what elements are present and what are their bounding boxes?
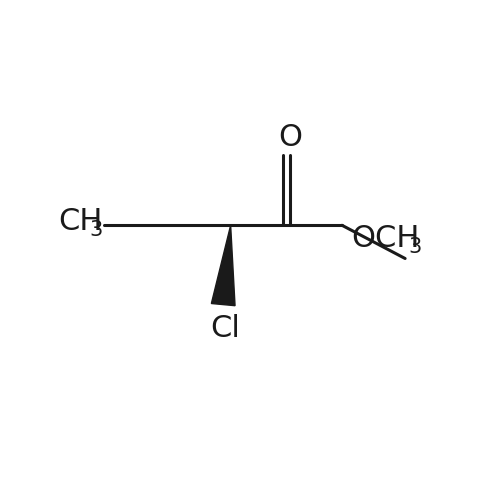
Polygon shape <box>211 225 235 306</box>
Text: OCH: OCH <box>351 224 420 253</box>
Text: 3: 3 <box>409 237 422 257</box>
Text: CH: CH <box>58 207 103 236</box>
Text: O: O <box>278 123 302 151</box>
Text: 3: 3 <box>89 220 103 240</box>
Text: Cl: Cl <box>210 314 240 343</box>
